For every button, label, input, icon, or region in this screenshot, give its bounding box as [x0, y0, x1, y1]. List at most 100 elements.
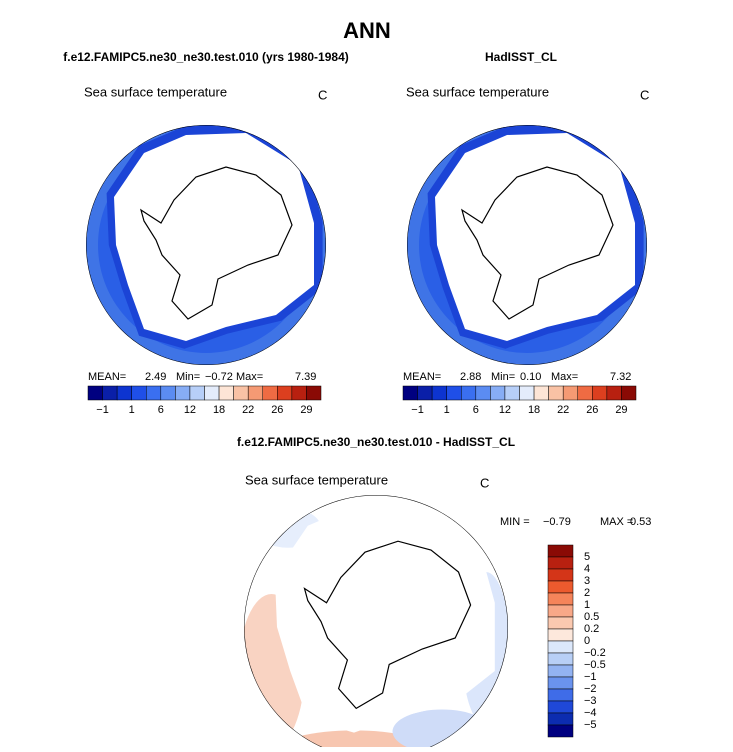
colorbar-box	[547, 580, 574, 594]
figure-title: ANN	[343, 18, 391, 43]
colorbar-box	[306, 385, 322, 401]
colorbar-box	[417, 385, 433, 401]
sea-ice	[435, 133, 635, 341]
stat-label: Max=	[551, 371, 578, 383]
stat-value: 7.39	[295, 371, 316, 383]
units: C	[640, 87, 649, 102]
colorbar-label: 18	[213, 404, 225, 416]
stat-value: −0.72	[205, 371, 233, 383]
stat-label: MEAN=	[403, 371, 441, 383]
colorbar-label: 0.5	[584, 611, 599, 623]
colorbar-box	[547, 568, 574, 582]
colorbar-box	[490, 385, 506, 401]
colorbar-box	[247, 385, 263, 401]
colorbar-label: 22	[242, 404, 254, 416]
stat-value: 0.10	[520, 371, 541, 383]
colorbar-box	[547, 724, 574, 738]
colorbar-box	[87, 385, 103, 401]
units: C	[318, 87, 327, 102]
colorbar-box	[547, 688, 574, 702]
colorbar-label: 26	[271, 404, 283, 416]
variable-name: Sea surface temperature	[406, 84, 549, 99]
colorbar-box	[431, 385, 447, 401]
antarctica	[461, 166, 614, 320]
colorbar-label: 29	[300, 404, 312, 416]
colorbar-box	[262, 385, 278, 401]
colorbar-label: 18	[528, 404, 540, 416]
panel-title: f.e12.FAMIPC5.ne30_ne30.test.010 - HadIS…	[237, 435, 515, 449]
colorbar-label: 1	[584, 599, 590, 611]
stat-value: 2.88	[460, 371, 481, 383]
colorbar-label: −1	[96, 404, 109, 416]
colorbar-box	[446, 385, 462, 401]
colorbar-box	[291, 385, 307, 401]
colorbar-box	[547, 544, 574, 558]
colorbar-label: −1	[584, 671, 597, 683]
colorbar-label: 0.2	[584, 623, 599, 635]
colorbar-label: 26	[586, 404, 598, 416]
map	[407, 125, 647, 365]
stat-label: MEAN=	[88, 371, 126, 383]
stat-label: Max=	[236, 371, 263, 383]
colorbar-box	[547, 592, 574, 606]
colorbar-box	[160, 385, 176, 401]
colorbar-label: −0.2	[584, 647, 606, 659]
colorbar-box	[102, 385, 118, 401]
colorbar-box	[577, 385, 593, 401]
colorbar-label: −5	[584, 719, 597, 731]
colorbar-label: 6	[473, 404, 479, 416]
colorbar-label: −1	[411, 404, 424, 416]
colorbar-box	[606, 385, 622, 401]
colorbar-box	[519, 385, 535, 401]
antarctica	[303, 540, 472, 710]
colorbar-box	[175, 385, 191, 401]
stat-value: 2.49	[145, 371, 166, 383]
colorbar-box	[218, 385, 234, 401]
colorbar-box	[277, 385, 293, 401]
colorbar-label: 4	[584, 563, 590, 575]
colorbar-box	[547, 700, 574, 714]
colorbar-box	[116, 385, 132, 401]
colorbar-label: −0.5	[584, 659, 606, 671]
colorbar-box	[189, 385, 205, 401]
colorbar-box	[547, 712, 574, 726]
colorbar-box	[621, 385, 637, 401]
colorbar-box	[547, 664, 574, 678]
colorbar-box	[233, 385, 249, 401]
stat-label: MIN =	[500, 516, 530, 528]
colorbar-box	[461, 385, 477, 401]
colorbar-box	[504, 385, 520, 401]
sea-ice	[114, 133, 314, 341]
colorbar-box	[547, 676, 574, 690]
units: C	[480, 475, 489, 490]
colorbar-label: 1	[444, 404, 450, 416]
colorbar-box	[475, 385, 491, 401]
colorbar-label: 22	[557, 404, 569, 416]
map	[86, 125, 326, 365]
colorbar-label: 2	[584, 587, 590, 599]
sea-ice	[274, 503, 495, 733]
colorbar-label: 12	[184, 404, 196, 416]
map	[244, 495, 508, 752]
colorbar-label: −3	[584, 695, 597, 707]
colorbar-box	[562, 385, 578, 401]
stat-value: −0.79	[543, 516, 571, 528]
colorbar-box	[146, 385, 162, 401]
variable-name: Sea surface temperature	[245, 472, 388, 487]
colorbar-label: −2	[584, 683, 597, 695]
colorbar-box	[547, 652, 574, 666]
colorbar-box	[402, 385, 418, 401]
stat-value: 0.53	[630, 516, 651, 528]
colorbar-box	[547, 628, 574, 642]
colorbar-box	[533, 385, 549, 401]
stat-value: 7.32	[610, 371, 631, 383]
colorbar-label: 12	[499, 404, 511, 416]
stat-label: MAX =	[600, 516, 633, 528]
colorbar-label: 5	[584, 551, 590, 563]
colorbar-box	[547, 640, 574, 654]
colorbar-box	[131, 385, 147, 401]
colorbar-box	[204, 385, 220, 401]
stat-label: Min=	[176, 371, 200, 383]
colorbar-box	[547, 556, 574, 570]
